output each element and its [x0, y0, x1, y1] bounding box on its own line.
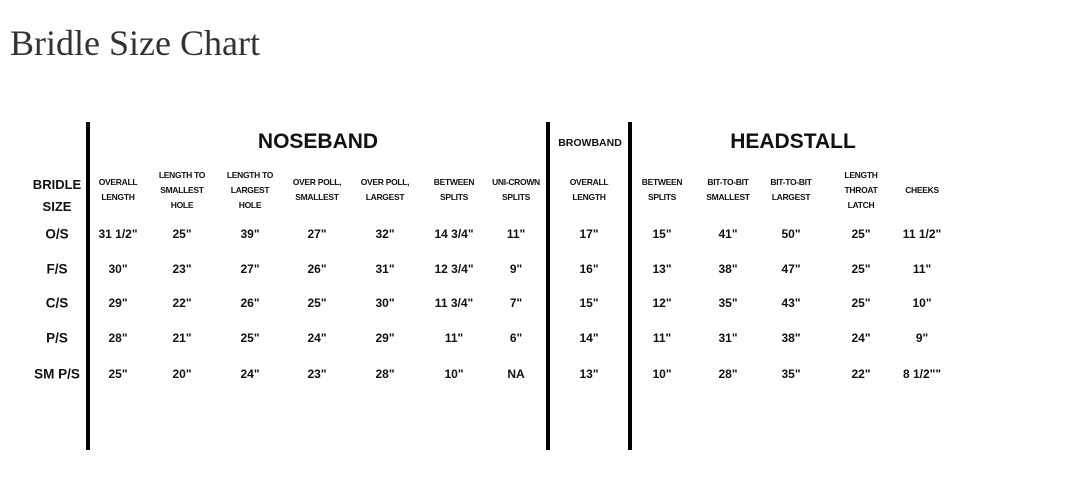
table-cell: 30"	[375, 296, 395, 310]
table-cell: 24"	[240, 367, 260, 381]
table-cell: 23"	[307, 367, 327, 381]
table-cell: 25"	[307, 296, 327, 310]
table-cell: 9"	[509, 262, 523, 276]
table-cell: 15"	[579, 296, 599, 310]
section-header-noseband: NOSEBAND	[257, 130, 379, 153]
table-cell: 32"	[375, 227, 395, 241]
table-cell: 30"	[108, 262, 128, 276]
table-cell: 17"	[579, 227, 599, 241]
table-cell: 20"	[172, 367, 192, 381]
table-cell: 7"	[509, 296, 523, 310]
row-size-label: P/S	[46, 330, 68, 346]
table-cell: 27"	[240, 262, 260, 276]
table-cell: 28"	[718, 367, 738, 381]
table-cell: 11"	[652, 331, 672, 345]
table-cell: 11"	[506, 227, 526, 241]
column-header: LENGTH TO LARGEST HOLE	[226, 169, 274, 210]
column-header: LENGTH THROAT LATCH	[844, 169, 878, 210]
table-cell: 16"	[579, 262, 599, 276]
divider-line	[628, 122, 632, 450]
table-cell: 10"	[652, 367, 672, 381]
table-cell: 11"	[912, 262, 932, 276]
column-header: OVERALL LENGTH	[98, 177, 138, 202]
table-cell: 28"	[375, 367, 395, 381]
table-cell: 39"	[240, 227, 260, 241]
table-cell: 6"	[509, 331, 523, 345]
table-cell: 31"	[375, 262, 395, 276]
divider-line	[546, 122, 550, 450]
row-size-label: SM P/S	[34, 366, 80, 382]
table-cell: 41"	[718, 227, 738, 241]
bridle-size-header: BRIDLE SIZE	[32, 177, 82, 214]
column-header: OVER POLL, SMALLEST	[292, 177, 342, 202]
row-size-label: C/S	[45, 295, 69, 311]
table-cell: 43"	[781, 296, 801, 310]
table-cell: 13"	[579, 367, 599, 381]
table-cell: 35"	[781, 367, 801, 381]
table-cell: 21"	[172, 331, 192, 345]
table-cell: 31"	[718, 331, 738, 345]
section-header-browband: BROWBAND	[558, 137, 622, 149]
table-cell: 12"	[652, 296, 672, 310]
column-header: UNI-CROWN SPLITS	[492, 177, 540, 202]
column-header: BETWEEN SPLITS	[433, 177, 475, 202]
table-cell: 9"	[915, 331, 929, 345]
table-cell: 38"	[781, 331, 801, 345]
row-size-label: O/S	[45, 226, 69, 242]
table-cell: 11"	[444, 331, 464, 345]
column-header: OVER POLL, LARGEST	[360, 177, 410, 202]
table-cell: 13"	[652, 262, 672, 276]
column-header: BIT-TO-BIT SMALLEST	[706, 177, 750, 202]
column-header: OVERALL LENGTH	[569, 177, 609, 202]
table-cell: 14 3/4"	[434, 227, 474, 241]
table-cell: 25"	[240, 331, 260, 345]
table-cell: 29"	[375, 331, 395, 345]
column-header: CHEEKS	[905, 184, 939, 195]
page-title: Bridle Size Chart	[10, 23, 260, 63]
table-cell: 22"	[851, 367, 871, 381]
table-cell: 25"	[851, 296, 871, 310]
table-cell: 50"	[781, 227, 801, 241]
table-cell: 29"	[108, 296, 128, 310]
table-cell: 25"	[851, 227, 871, 241]
table-cell: 26"	[240, 296, 260, 310]
divider-line	[86, 122, 90, 450]
table-cell: 23"	[172, 262, 192, 276]
table-cell: 12 3/4"	[434, 262, 474, 276]
table-cell: 28"	[108, 331, 128, 345]
table-cell: 26"	[307, 262, 327, 276]
table-cell: 11 3/4"	[434, 296, 474, 310]
column-header: BETWEEN SPLITS	[641, 177, 683, 202]
table-cell: 24"	[851, 331, 871, 345]
table-cell: 47"	[781, 262, 801, 276]
table-cell: 31 1/2"	[98, 227, 138, 241]
table-cell: 11 1/2"	[902, 227, 942, 241]
table-cell: 38"	[718, 262, 738, 276]
column-header: BIT-TO-BIT LARGEST	[770, 177, 812, 202]
table-cell: 25"	[851, 262, 871, 276]
row-size-label: F/S	[46, 261, 68, 277]
table-cell: 10"	[912, 296, 932, 310]
table-cell: 8 1/2""	[902, 367, 942, 381]
section-header-headstall: HEADSTALL	[730, 130, 856, 153]
table-cell: 27"	[307, 227, 327, 241]
table-cell: NA	[507, 367, 525, 381]
table-cell: 22"	[172, 296, 192, 310]
table-cell: 15"	[652, 227, 672, 241]
table-cell: 25"	[172, 227, 192, 241]
table-cell: 14"	[579, 331, 599, 345]
table-cell: 24"	[307, 331, 327, 345]
table-cell: 10"	[444, 367, 464, 381]
table-cell: 35"	[718, 296, 738, 310]
table-cell: 25"	[108, 367, 128, 381]
column-header: LENGTH TO SMALLEST HOLE	[158, 169, 206, 210]
